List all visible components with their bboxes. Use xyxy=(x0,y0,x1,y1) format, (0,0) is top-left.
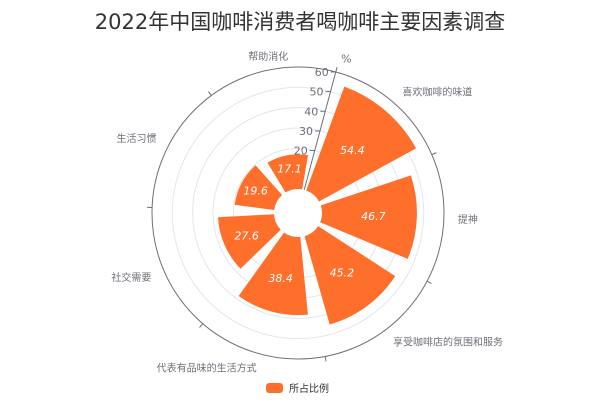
radial-tick-label: 40 xyxy=(304,105,318,118)
angle-axis-tick xyxy=(199,323,204,328)
bar-sector xyxy=(217,214,281,269)
category-label: 生活习惯 xyxy=(117,132,157,145)
angle-axis-tick xyxy=(324,356,327,362)
data-label: 46.7 xyxy=(361,210,386,223)
bar-sector xyxy=(234,165,283,210)
category-label: 代表有品味的生活方式 xyxy=(157,362,257,375)
radial-tick-label: 50 xyxy=(310,86,324,99)
angle-axis-circle xyxy=(151,66,445,360)
grid-circle xyxy=(171,86,425,340)
category-label: 帮助消化 xyxy=(248,50,288,63)
data-label: 38.4 xyxy=(268,272,293,285)
angle-axis-tick xyxy=(431,152,437,156)
category-label: 喜欢咖啡的味道 xyxy=(402,86,472,99)
chart-title: 2022年中国咖啡消费者喝咖啡主要因素调查 xyxy=(94,10,506,34)
angle-axis-tick xyxy=(335,67,338,73)
bar-sector xyxy=(320,175,417,259)
data-label: 27.6 xyxy=(234,229,259,242)
legend-label: 所占比例 xyxy=(289,382,329,395)
bar-sector xyxy=(267,154,309,193)
radial-axis-unit: % xyxy=(341,52,351,65)
angle-axis-tick xyxy=(207,91,212,96)
data-label: 19.6 xyxy=(243,185,268,198)
data-label: 17.1 xyxy=(277,162,302,175)
bar-sector xyxy=(238,232,308,316)
radial-tick-label: 30 xyxy=(299,125,313,138)
radial-tick-label: 20 xyxy=(294,145,308,158)
category-label: 提神 xyxy=(458,213,478,226)
data-label: 54.4 xyxy=(340,144,365,157)
data-label: 45.2 xyxy=(330,267,355,280)
legend-swatch xyxy=(266,383,283,393)
bar-sector xyxy=(304,226,396,325)
angle-axis-tick xyxy=(426,280,432,284)
category-label: 社交需要 xyxy=(111,271,151,284)
radial-tick-label: 60 xyxy=(315,66,329,79)
bar-sector xyxy=(306,86,417,202)
category-label: 享受咖啡店的氛围和服务 xyxy=(393,336,503,349)
